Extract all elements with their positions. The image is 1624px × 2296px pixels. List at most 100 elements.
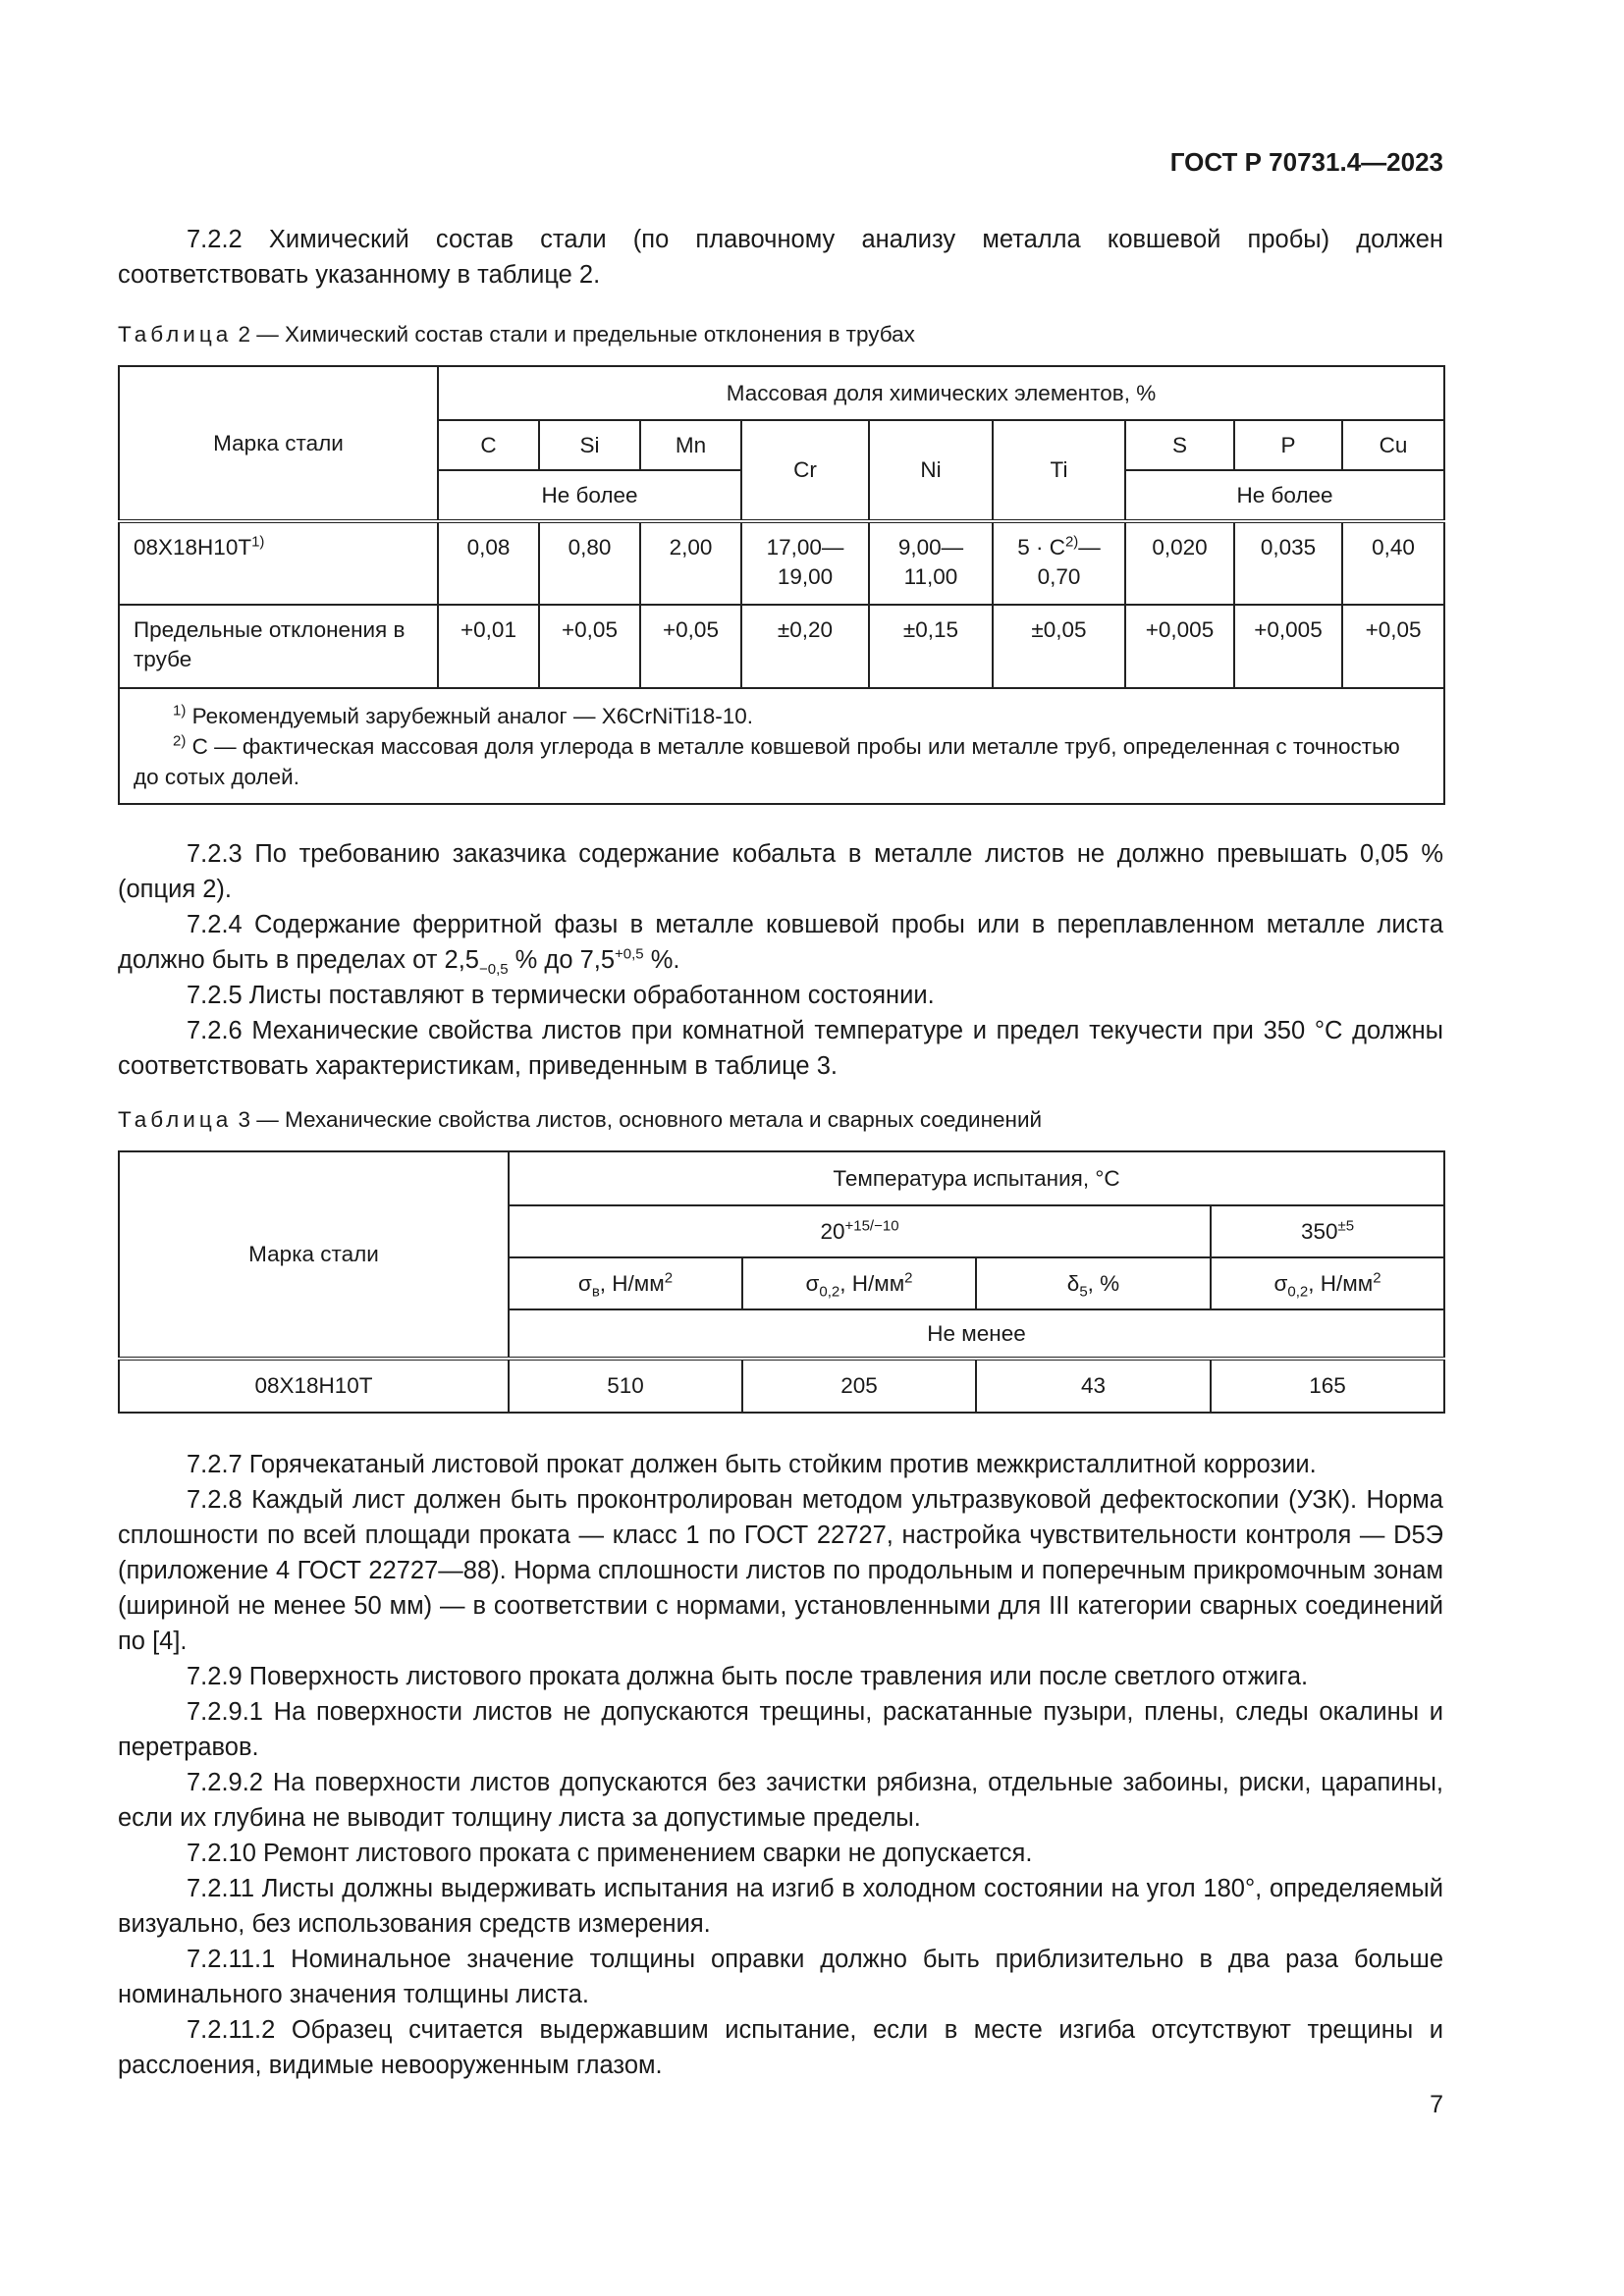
footnote-mark: 2)	[173, 732, 187, 749]
value-cell: +0,05	[639, 604, 742, 689]
value-cell: 205	[741, 1357, 977, 1414]
col-C: C	[437, 419, 540, 471]
value-cell: 0,035	[1233, 519, 1343, 606]
unit: , Н/мм	[1308, 1270, 1374, 1296]
temp-20-header: 20+15/−10	[508, 1204, 1212, 1258]
paragraph-7-2-6: 7.2.6 Механические свойства листов при к…	[118, 1017, 1443, 1080]
table-3: Марка стали Температура испытания, °С 20+…	[118, 1150, 1446, 1414]
col-Cu: Cu	[1340, 419, 1446, 471]
caption-text: 3 — Механические свойства листов, основн…	[232, 1107, 1043, 1132]
unit: , Н/мм	[839, 1270, 905, 1296]
paragraph: 7.2.7 Горячекатаный листовой прокат долж…	[187, 1451, 1317, 1478]
col-Si: Si	[538, 419, 641, 471]
not-more-label: Не более	[437, 469, 742, 522]
section-7-2-3-to-7-2-6: 7.2.3 По требованию заказчика содержание…	[118, 836, 1443, 1084]
paragraph: 7.2.8 Каждый лист должен быть проконтрол…	[118, 1486, 1443, 1655]
document-header: ГОСТ Р 70731.4—2023	[1169, 147, 1443, 177]
symbol: δ	[1066, 1270, 1080, 1296]
value-cell: 9,00—11,00	[868, 519, 994, 606]
col-yield-strength-350: σ0,2, Н/мм2	[1209, 1256, 1446, 1310]
paragraph-7-2-3: 7.2.3 По требованию заказчика содержание…	[118, 840, 1443, 903]
subscript: 5	[1079, 1283, 1088, 1300]
col-tensile-strength: σв, Н/мм2	[508, 1256, 743, 1310]
section-7-2-7-to-7-2-11-2: 7.2.7 Горячекатаный листовой прокат долж…	[118, 1447, 1443, 2083]
value-cell: ±0,15	[868, 604, 994, 689]
temp-value: 350	[1300, 1218, 1338, 1244]
paragraph: 7.2.10 Ремонт листового проката с примен…	[187, 1840, 1033, 1867]
footnote-text: С — фактическая массовая доля углерода в…	[134, 733, 1400, 789]
grade-header: Марка стали	[118, 365, 439, 522]
temp-350-header: 350±5	[1209, 1204, 1446, 1258]
page-number: 7	[1430, 2091, 1443, 2118]
caption-text: 2 — Химический состав стали и предельные…	[232, 322, 915, 347]
value-cell: +0,01	[437, 604, 540, 689]
col-Ni: Ni	[868, 419, 994, 522]
superscript: 2	[664, 1269, 674, 1286]
symbol: σ	[1273, 1270, 1288, 1296]
col-Ti: Ti	[992, 419, 1126, 522]
not-less-label: Не менее	[507, 1308, 1446, 1360]
ti-text: —0,70	[1037, 535, 1101, 589]
subscript: 0,2	[1287, 1283, 1309, 1300]
not-more-label: Не более	[1123, 469, 1446, 522]
temperature-header: Температура испытания, °С	[507, 1150, 1446, 1206]
col-Mn: Mn	[639, 419, 742, 471]
grade-text: 08Х18Н10Т	[134, 535, 252, 560]
paragraph: 7.2.9.1 На поверхности листов не допуска…	[118, 1698, 1443, 1761]
paragraph-7-2-5: 7.2.5 Листы поставляют в термически обра…	[187, 982, 935, 1009]
value-cell: ±0,05	[992, 604, 1126, 689]
paragraph-text: 7.2.2 Химический состав стали (по плавоч…	[118, 226, 1443, 289]
value-cell: 165	[1209, 1357, 1446, 1414]
footnote-text: Рекомендуемый зарубежный аналог — X6CrNi…	[186, 703, 753, 728]
col-P: P	[1233, 419, 1343, 471]
table-3-caption: Таблица 3 — Механические свойства листов…	[118, 1105, 1443, 1135]
value-cell: 2,00	[639, 519, 742, 606]
col-yield-strength-20: σ0,2, Н/мм2	[741, 1256, 977, 1310]
value-cell: +0,05	[1340, 604, 1446, 689]
group-header: Массовая доля химических элементов, %	[436, 365, 1446, 421]
paragraph-7-2-2: 7.2.2 Химический состав стали (по плавоч…	[118, 222, 1443, 293]
footnote-ref: 1)	[251, 533, 265, 551]
value-cell: +0,05	[538, 604, 641, 689]
caption-label: Таблица	[118, 322, 233, 347]
col-Cr: Cr	[740, 419, 870, 522]
footnote-2: 2) С — фактическая массовая доля углерод…	[134, 731, 1430, 792]
paragraph: 7.2.9.2 На поверхности листов допускаютс…	[118, 1769, 1443, 1832]
subscript: 0,2	[819, 1283, 840, 1300]
value-cell: 43	[975, 1357, 1212, 1414]
symbol: σ	[577, 1270, 592, 1296]
paragraph: 7.2.11.2 Образец считается выдержавшим и…	[118, 2016, 1443, 2079]
footnote-ref: 2)	[1064, 533, 1079, 551]
value-cell: 0,40	[1340, 519, 1446, 606]
value-cell: 0,80	[538, 519, 641, 606]
superscript: 2	[904, 1269, 913, 1286]
paragraph: 7.2.11 Листы должны выдерживать испытани…	[118, 1875, 1443, 1938]
ti-text: 5 · C	[1017, 535, 1065, 560]
footnote-1: 1) Рекомендуемый зарубежный аналог — X6C…	[134, 701, 1430, 731]
paragraph-7-2-4: 7.2.4 Содержание ферритной фазы в металл…	[118, 907, 1443, 978]
subscript: −0,5	[478, 961, 509, 979]
table-footnotes: 1) Рекомендуемый зарубежный аналог — X6C…	[117, 687, 1446, 805]
superscript: +0,5	[615, 945, 644, 963]
paragraph: 7.2.11.1 Номинальное значение толщины оп…	[118, 1946, 1443, 2008]
deviation-label: Предельные отклонения в трубе	[118, 604, 439, 689]
value-cell: 510	[508, 1357, 743, 1414]
table-2: Марка стали Массовая доля химических элем…	[117, 365, 1446, 805]
unit: , %	[1087, 1270, 1120, 1296]
table-2-caption: Таблица 2 — Химический состав стали и пр…	[118, 320, 1443, 349]
text: 7.2.4 Содержание ферритной фазы в металл…	[118, 911, 1443, 974]
symbol: σ	[805, 1270, 820, 1296]
value-cell: +0,005	[1124, 604, 1235, 689]
superscript: 2	[1373, 1269, 1381, 1286]
grade-cell: 08Х18Н10Т1)	[118, 519, 439, 606]
value-cell: 0,08	[437, 519, 540, 606]
text: %.	[643, 946, 680, 974]
caption-label: Таблица	[118, 1107, 233, 1132]
value-cell-ti: 5 · C2)—0,70	[992, 519, 1126, 606]
unit: , Н/мм	[599, 1270, 665, 1296]
col-elongation: δ5, %	[975, 1256, 1212, 1310]
footnote-mark: 1)	[173, 702, 187, 719]
subscript: в	[591, 1283, 600, 1300]
grade-header: Марка стали	[118, 1150, 510, 1360]
temp-value: 20	[820, 1218, 845, 1244]
